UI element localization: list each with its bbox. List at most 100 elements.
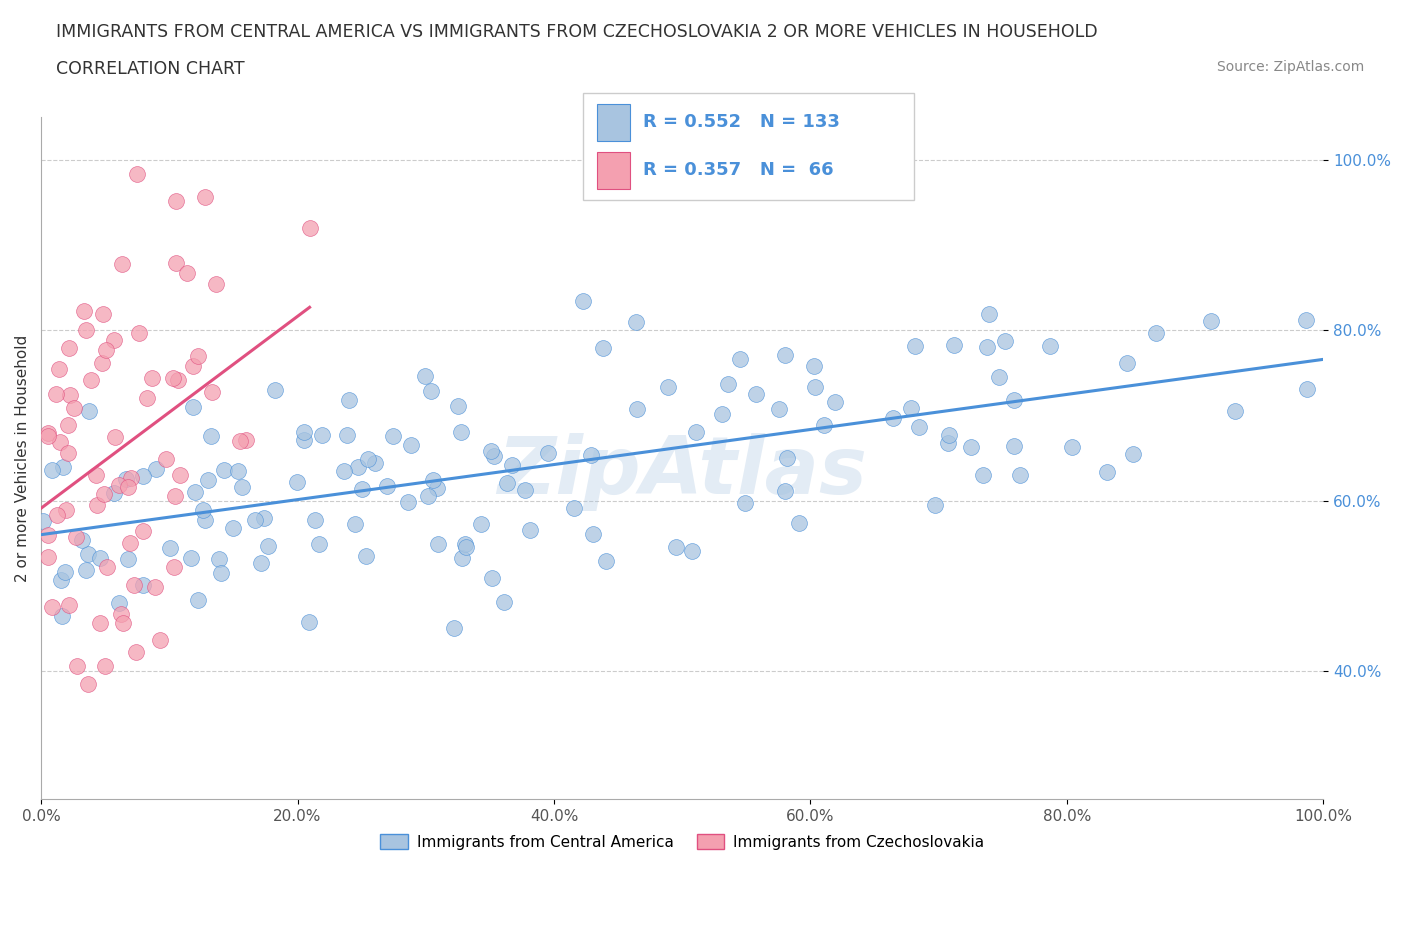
Point bbox=[187, 592, 209, 607]
Point bbox=[184, 485, 207, 500]
Point bbox=[426, 481, 449, 496]
Point bbox=[250, 556, 273, 571]
Point bbox=[1122, 447, 1144, 462]
Point bbox=[824, 394, 846, 409]
Point bbox=[221, 520, 243, 535]
Point bbox=[63, 401, 86, 416]
Point bbox=[127, 166, 149, 181]
Point bbox=[165, 194, 187, 209]
Text: Source: ZipAtlas.com: Source: ZipAtlas.com bbox=[1216, 60, 1364, 74]
Point bbox=[256, 538, 278, 553]
Point bbox=[37, 425, 59, 440]
Point bbox=[1144, 326, 1167, 340]
Point bbox=[86, 498, 108, 512]
Point bbox=[624, 315, 647, 330]
Point bbox=[904, 339, 927, 353]
Point bbox=[581, 447, 603, 462]
Point bbox=[657, 379, 679, 394]
Point bbox=[418, 489, 440, 504]
Point bbox=[972, 468, 994, 483]
Point bbox=[347, 459, 370, 474]
Point bbox=[311, 428, 333, 443]
Point bbox=[159, 540, 181, 555]
Point bbox=[132, 524, 155, 538]
Point bbox=[422, 472, 444, 487]
Point bbox=[484, 448, 506, 463]
Point bbox=[231, 479, 253, 494]
Point bbox=[76, 546, 98, 561]
Point bbox=[924, 498, 946, 512]
Point bbox=[208, 551, 231, 566]
Point bbox=[354, 549, 377, 564]
Point bbox=[375, 478, 398, 493]
Point bbox=[481, 444, 503, 458]
Point bbox=[515, 482, 537, 497]
Point bbox=[70, 533, 93, 548]
Point bbox=[93, 487, 115, 502]
Bar bbox=[596, 152, 630, 190]
Point bbox=[80, 373, 103, 388]
Point bbox=[787, 516, 810, 531]
Point bbox=[977, 306, 1000, 321]
FancyBboxPatch shape bbox=[583, 93, 914, 200]
Point bbox=[89, 616, 111, 631]
Point bbox=[149, 632, 172, 647]
Point bbox=[1296, 381, 1319, 396]
Point bbox=[75, 563, 97, 578]
Point bbox=[32, 513, 55, 528]
Point bbox=[37, 429, 59, 444]
Legend: Immigrants from Central America, Immigrants from Czechoslovakia: Immigrants from Central America, Immigra… bbox=[374, 828, 990, 856]
Point bbox=[443, 620, 465, 635]
Point bbox=[52, 459, 75, 474]
Point bbox=[1039, 339, 1062, 353]
Point bbox=[56, 418, 79, 432]
Point bbox=[58, 597, 80, 612]
Point bbox=[75, 323, 97, 338]
Point bbox=[162, 371, 184, 386]
Point bbox=[211, 566, 233, 581]
Point bbox=[936, 435, 959, 450]
Point bbox=[165, 488, 187, 503]
Point bbox=[285, 475, 308, 490]
Point bbox=[1002, 392, 1025, 407]
Point bbox=[665, 539, 688, 554]
Point bbox=[744, 387, 766, 402]
Point bbox=[420, 383, 443, 398]
Point bbox=[169, 468, 191, 483]
Point bbox=[352, 482, 374, 497]
Text: R = 0.552   N = 133: R = 0.552 N = 133 bbox=[643, 113, 839, 131]
Point bbox=[595, 553, 617, 568]
Point bbox=[298, 615, 321, 630]
Point bbox=[53, 565, 76, 579]
Point bbox=[73, 304, 96, 319]
Point bbox=[413, 368, 436, 383]
Point bbox=[456, 539, 478, 554]
Point bbox=[108, 478, 131, 493]
Y-axis label: 2 or more Vehicles in Household: 2 or more Vehicles in Household bbox=[15, 335, 30, 581]
Point bbox=[51, 572, 73, 587]
Point bbox=[1295, 312, 1317, 327]
Point bbox=[110, 606, 132, 621]
Point bbox=[55, 502, 77, 517]
Point bbox=[882, 411, 904, 426]
Point bbox=[711, 406, 734, 421]
Point bbox=[803, 359, 825, 374]
Point bbox=[900, 401, 922, 416]
Point bbox=[132, 578, 155, 592]
Point bbox=[292, 433, 315, 448]
Point bbox=[519, 523, 541, 538]
Point bbox=[582, 526, 605, 541]
Point bbox=[197, 472, 219, 487]
Point bbox=[264, 383, 287, 398]
Point bbox=[86, 468, 108, 483]
Point bbox=[381, 429, 404, 444]
Point bbox=[143, 579, 166, 594]
Point bbox=[685, 424, 707, 439]
Point bbox=[117, 480, 139, 495]
Point bbox=[427, 537, 450, 551]
Point bbox=[66, 659, 89, 674]
Point bbox=[96, 560, 118, 575]
Point bbox=[481, 571, 503, 586]
Point bbox=[804, 379, 827, 394]
Point bbox=[298, 221, 321, 236]
